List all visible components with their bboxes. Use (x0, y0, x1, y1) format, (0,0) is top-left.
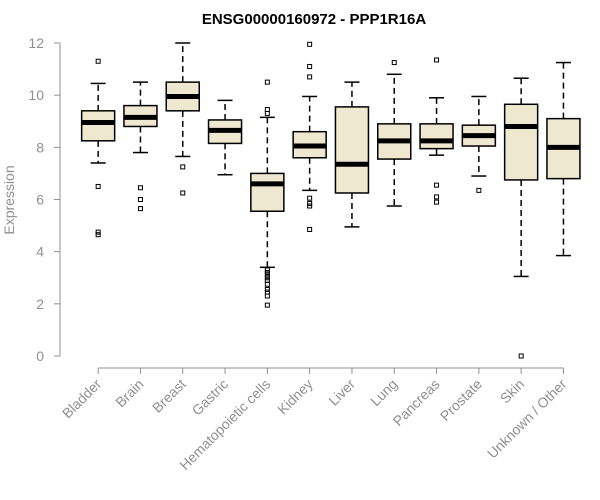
outlier-point (264, 79, 270, 85)
outlier-point (264, 302, 270, 308)
outlier-point (264, 289, 270, 295)
box-unknown-other (546, 61, 581, 257)
outlier-point (95, 58, 101, 64)
outlier-point (137, 197, 143, 202)
outlier-point (307, 203, 313, 209)
outlier-point (95, 183, 101, 189)
box-skin (503, 77, 539, 359)
outlier-point (307, 41, 313, 47)
outlier-point (434, 194, 440, 200)
outlier-point (476, 187, 482, 193)
iqr-box (80, 110, 116, 142)
outlier-point (264, 107, 270, 113)
outlier-point (434, 182, 440, 188)
x-tick-label: Pancreas (390, 376, 443, 429)
y-tick-label: 8 (36, 139, 44, 155)
outlier-point (307, 74, 313, 80)
iqr-box (250, 172, 285, 212)
outlier-point (264, 286, 270, 292)
outlier-point (264, 293, 270, 299)
box-prostate (461, 95, 497, 193)
x-tick-label: Kidney (274, 376, 316, 418)
outlier-point (137, 185, 143, 191)
outlier-point (95, 232, 101, 238)
x-tick-label: Lung (367, 376, 400, 409)
x-tick-label: Skin (497, 376, 528, 407)
box-kidney (292, 41, 327, 232)
box-brain (123, 81, 158, 212)
outlier-point (434, 199, 440, 205)
outlier-point (264, 281, 270, 287)
outlier-point (264, 267, 270, 273)
y-tick-label: 2 (36, 296, 44, 312)
y-tick-label: 4 (36, 244, 44, 260)
chart-title: ENSG00000160972 - PPP1R16A (202, 11, 426, 28)
box-series (80, 41, 581, 359)
outlier-point (391, 60, 397, 66)
outlier-point (518, 353, 524, 359)
x-tick-label: Bladder (59, 376, 105, 422)
outlier-point (264, 277, 270, 283)
iqr-box (503, 103, 539, 181)
outlier-point (307, 226, 313, 232)
iqr-box (419, 123, 454, 150)
y-tick-label: 0 (36, 348, 44, 364)
box-liver (334, 81, 370, 228)
outlier-point (307, 63, 313, 69)
x-tick-label: Prostate (437, 376, 485, 424)
outlier-point (434, 57, 440, 63)
outlier-point (180, 164, 186, 170)
y-axis: 0 2 4 6 8 10 12 (28, 35, 61, 364)
outlier-point (307, 200, 313, 206)
x-tick-label: Breast (149, 376, 189, 416)
box-gastric (207, 99, 243, 176)
outlier-point (264, 272, 270, 278)
x-tick-label: Brain (112, 376, 146, 410)
box-lung (377, 60, 412, 207)
y-tick-label: 10 (28, 87, 44, 103)
outlier-point (264, 110, 270, 116)
box-pancreas (419, 57, 454, 205)
outlier-point (264, 275, 270, 281)
y-tick-label: 6 (36, 192, 44, 208)
outlier-point (137, 206, 143, 212)
outlier-point (95, 229, 101, 235)
box-hematopoietic-cells (250, 79, 285, 308)
iqr-box (334, 106, 370, 194)
y-axis-label: Expression (1, 165, 17, 234)
x-tick-label: Liver (325, 376, 358, 409)
box-bladder (80, 58, 116, 238)
outlier-point (307, 195, 313, 201)
y-tick-label: 12 (28, 35, 44, 51)
box-breast (165, 42, 200, 196)
x-tick-label: Unknown / Other (484, 376, 570, 462)
outlier-point (180, 190, 186, 196)
outlier-point (264, 270, 270, 276)
